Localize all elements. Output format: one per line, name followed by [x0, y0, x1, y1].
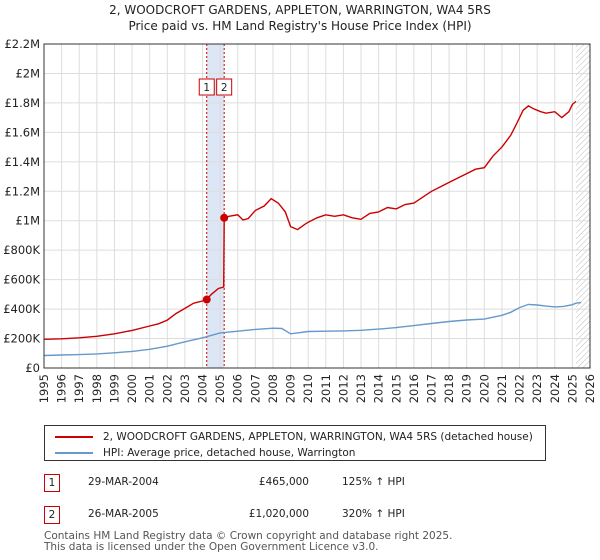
- legend-swatch-property: [55, 436, 93, 438]
- y-axis-ticks: £0 £200K £400K £600K £800K £1M £1.2M £1.4M £1.6M…: [3, 37, 40, 375]
- legend: 2, WOODCROFT GARDENS, APPLETON, WARRINGT…: [44, 425, 546, 461]
- transaction-price: £465,000: [258, 476, 309, 488]
- price-chart: 2, WOODCROFT GARDENS, APPLETON, WARRINGT…: [3, 3, 597, 403]
- x-tick-label: 1995: [37, 374, 51, 403]
- x-tick-label: 2018: [442, 374, 456, 403]
- sale-point: [202, 295, 211, 304]
- transaction-badge: 1: [44, 474, 60, 492]
- transaction-hpi-change: 320% ↑ HPI: [342, 508, 405, 520]
- x-tick-label: 2020: [477, 374, 491, 403]
- x-tick-label: 2010: [301, 374, 315, 403]
- x-tick-label: 2003: [178, 374, 192, 403]
- x-tick-label: 2008: [266, 374, 280, 403]
- transaction-date: 26-MAR-2005: [88, 508, 159, 520]
- transaction-row-2: 2 26-MAR-2005 £1,020,000 320% ↑ HPI: [44, 506, 564, 526]
- x-tick-label: 1999: [107, 374, 121, 403]
- legend-item-property: 2, WOODCROFT GARDENS, APPLETON, WARRINGT…: [55, 429, 533, 445]
- x-tick-label: 2025: [565, 374, 579, 403]
- transaction-hpi-change: 125% ↑ HPI: [342, 476, 405, 488]
- y-tick-label: £0: [25, 361, 40, 375]
- y-tick-label: £2.2M: [4, 37, 40, 51]
- x-tick-label: 1998: [90, 374, 104, 403]
- y-tick-label: £1.2M: [4, 184, 40, 198]
- sale-marker-badge: [216, 78, 233, 96]
- legend-item-hpi: HPI: Average price, detached house, Warr…: [55, 445, 355, 461]
- x-tick-label: 2005: [213, 374, 227, 403]
- x-tick-label: 1996: [55, 374, 69, 403]
- plot-area: [44, 44, 590, 368]
- transaction-row-1: 1 29-MAR-2004 £465,000 125% ↑ HPI: [44, 474, 564, 494]
- y-tick-label: £2M: [15, 66, 40, 80]
- x-tick-label: 2017: [424, 374, 438, 403]
- y-tick-label: £200K: [3, 332, 40, 346]
- x-tick-label: 2021: [495, 374, 509, 403]
- x-tick-label: 2024: [548, 374, 562, 403]
- y-tick-label: £800K: [3, 243, 40, 257]
- transaction-date: 29-MAR-2004: [88, 476, 159, 488]
- sale-point: [220, 213, 229, 222]
- x-tick-label: 2016: [407, 374, 421, 403]
- legend-label-property: 2, WOODCROFT GARDENS, APPLETON, WARRINGT…: [103, 431, 533, 443]
- y-tick-label: £1M: [15, 214, 40, 228]
- transaction-price: £1,020,000: [248, 508, 309, 520]
- chart-title-line-2: Price paid vs. HM Land Registry's House …: [128, 19, 471, 33]
- x-axis-ticks: 1995 1996 1997 1998 1999 2000 2001 2002 2003 2004…: [37, 374, 597, 403]
- legend-swatch-hpi: [55, 452, 93, 454]
- x-tick-label: 2022: [513, 374, 527, 403]
- sale-marker-label: 1: [203, 82, 210, 94]
- y-tick-label: £1.6M: [4, 125, 40, 139]
- series-line: [43, 100, 577, 340]
- transaction-badge: 2: [44, 506, 60, 524]
- x-tick-label: 1997: [72, 374, 86, 403]
- footer-line-1: Contains HM Land Registry data © Crown c…: [44, 530, 453, 542]
- x-tick-label: 2014: [372, 374, 386, 403]
- footer-line-2: This data is licensed under the Open Gov…: [44, 541, 379, 553]
- chart-title-line-1: 2, WOODCROFT GARDENS, APPLETON, WARRINGT…: [109, 3, 491, 17]
- x-tick-label: 2012: [336, 374, 350, 403]
- y-tick-label: £1.4M: [4, 155, 40, 169]
- sale-marker-badge: [198, 78, 215, 96]
- y-tick-label: £600K: [3, 273, 40, 287]
- x-tick-label: 2000: [125, 374, 139, 403]
- x-tick-label: 2006: [231, 374, 245, 403]
- plot-border: [43, 43, 591, 369]
- x-tick-label: 2001: [143, 374, 157, 403]
- x-tick-label: 2009: [284, 374, 298, 403]
- x-tick-label: 2026: [583, 374, 597, 403]
- x-tick-label: 2023: [530, 374, 544, 403]
- forecast-hatch-area: [575, 44, 590, 368]
- series-line: [43, 301, 582, 357]
- y-tick-label: £1.8M: [4, 96, 40, 110]
- footer-attribution: Contains HM Land Registry data © Crown c…: [44, 531, 452, 553]
- x-tick-label: 2002: [160, 374, 174, 403]
- x-tick-label: 2011: [319, 374, 333, 403]
- x-tick-label: 2015: [389, 374, 403, 403]
- x-tick-label: 2013: [354, 374, 368, 403]
- series-lines: [43, 100, 582, 357]
- x-tick-label: 2019: [460, 374, 474, 403]
- sale-marker-label: 2: [221, 82, 228, 94]
- legend-label-hpi: HPI: Average price, detached house, Warr…: [103, 447, 356, 459]
- y-tick-label: £400K: [3, 302, 40, 316]
- x-tick-label: 2007: [248, 374, 262, 403]
- x-tick-label: 2004: [196, 374, 210, 403]
